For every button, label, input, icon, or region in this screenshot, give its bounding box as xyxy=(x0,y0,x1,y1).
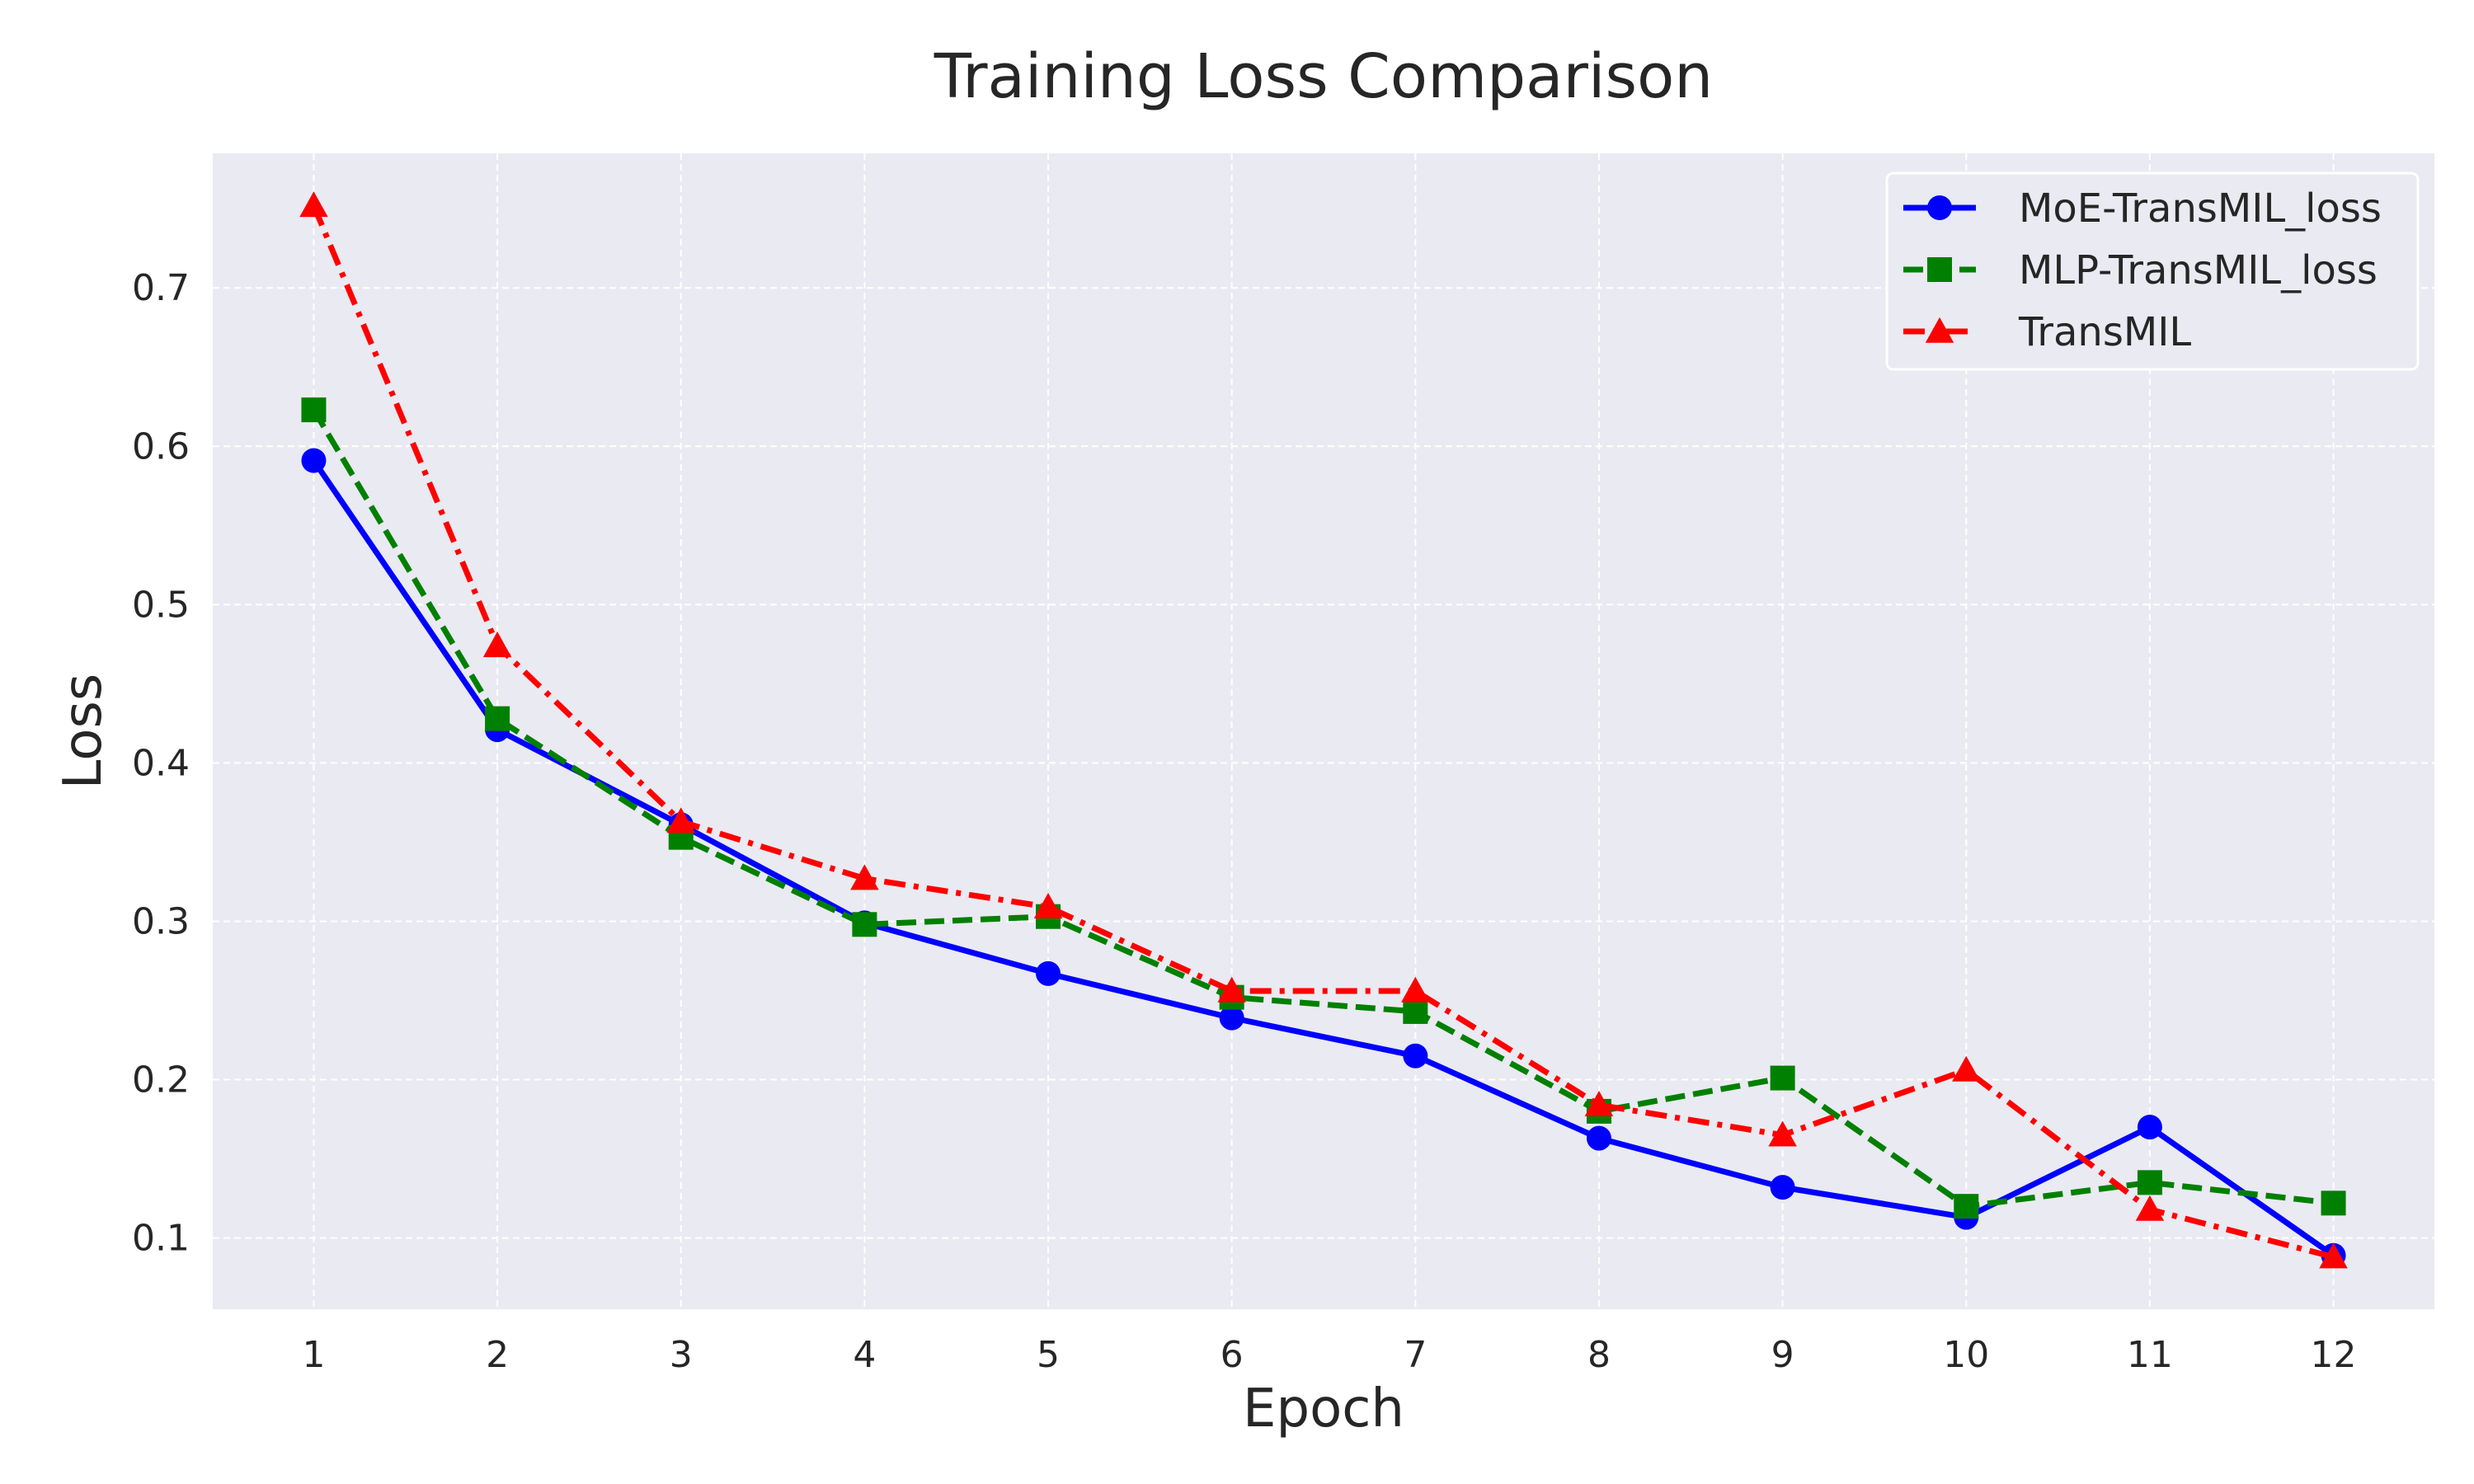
legend-marker xyxy=(1927,257,1952,282)
legend-entry: MoE-TransMIL_loss xyxy=(1903,186,2382,232)
data-point xyxy=(2137,1170,2162,1195)
data-point xyxy=(850,864,879,890)
series-line xyxy=(311,408,2334,1209)
data-point xyxy=(1952,1055,1981,1082)
x-tick-label: 7 xyxy=(1404,1334,1427,1376)
axis-ticks: 0.10.20.30.40.50.60.71 2 3 4 5 6 7 8 9 10 11 12 xyxy=(132,267,2357,1376)
data-point xyxy=(1036,960,1061,986)
legend-entry: TransMIL xyxy=(1903,309,2191,355)
data-point xyxy=(1217,976,1246,1003)
legend-marker xyxy=(1925,317,1954,343)
x-tick-label: 12 xyxy=(2311,1334,2357,1376)
series-line xyxy=(311,204,2335,1261)
data-point xyxy=(1403,998,1428,1024)
y-tick-label: 0.2 xyxy=(132,1059,190,1101)
data-point xyxy=(299,191,328,218)
chart-title: Training Loss Comparison xyxy=(934,41,1713,112)
x-tick-label: 10 xyxy=(1943,1334,1989,1376)
x-tick-label: 11 xyxy=(2127,1334,2173,1376)
y-tick-label: 0.3 xyxy=(132,900,190,942)
data-point xyxy=(1586,1125,1611,1151)
legend-marker xyxy=(1927,195,1952,220)
x-axis-title: Epoch xyxy=(1243,1378,1404,1439)
data-point xyxy=(2135,1195,2165,1221)
x-tick-label: 5 xyxy=(1037,1334,1060,1376)
series-3 xyxy=(299,191,2348,1269)
legend-box xyxy=(1885,171,2420,371)
data-point xyxy=(666,807,695,834)
data-point xyxy=(1770,1065,1795,1091)
data-point xyxy=(482,632,512,658)
data-point xyxy=(1954,1194,1979,1219)
x-tick-label: 2 xyxy=(486,1334,509,1376)
data-point xyxy=(301,397,327,423)
x-tick-label: 6 xyxy=(1221,1334,1244,1376)
data-point xyxy=(301,448,327,473)
y-tick-label: 0.5 xyxy=(132,584,190,626)
legend-entry: MLP-TransMIL_loss xyxy=(1903,247,2378,294)
grid-lines xyxy=(213,153,2434,1309)
data-point xyxy=(2321,1190,2346,1216)
series-lines xyxy=(299,191,2348,1269)
y-axis-title: Loss xyxy=(53,674,114,789)
x-tick-label: 1 xyxy=(302,1334,325,1376)
data-point xyxy=(1403,1043,1428,1068)
data-point xyxy=(2137,1115,2162,1140)
data-point xyxy=(1768,1120,1797,1147)
legend: MoE-TransMIL_loss MLP-TransMIL_loss TransM… xyxy=(1885,171,2420,371)
data-point xyxy=(1584,1090,1614,1117)
data-point xyxy=(1219,1005,1244,1031)
y-tick-label: 0.6 xyxy=(132,425,190,467)
y-tick-label: 0.4 xyxy=(132,742,190,784)
legend-label: MoE-TransMIL_loss xyxy=(2019,186,2382,232)
data-point xyxy=(852,912,877,937)
series-2 xyxy=(301,397,2346,1219)
data-point xyxy=(1033,892,1063,918)
legend-label: TransMIL xyxy=(2018,309,2191,355)
data-point xyxy=(1770,1175,1795,1200)
y-tick-label: 0.1 xyxy=(132,1218,190,1260)
data-point xyxy=(1401,976,1430,1003)
x-tick-label: 8 xyxy=(1587,1334,1611,1376)
x-tick-label: 3 xyxy=(670,1334,693,1376)
y-tick-label: 0.7 xyxy=(132,267,190,309)
data-point xyxy=(485,706,510,731)
x-tick-label: 4 xyxy=(853,1334,876,1376)
data-point xyxy=(2319,1242,2348,1269)
legend-label: MLP-TransMIL_loss xyxy=(2019,247,2378,294)
x-tick-label: 9 xyxy=(1771,1334,1794,1376)
